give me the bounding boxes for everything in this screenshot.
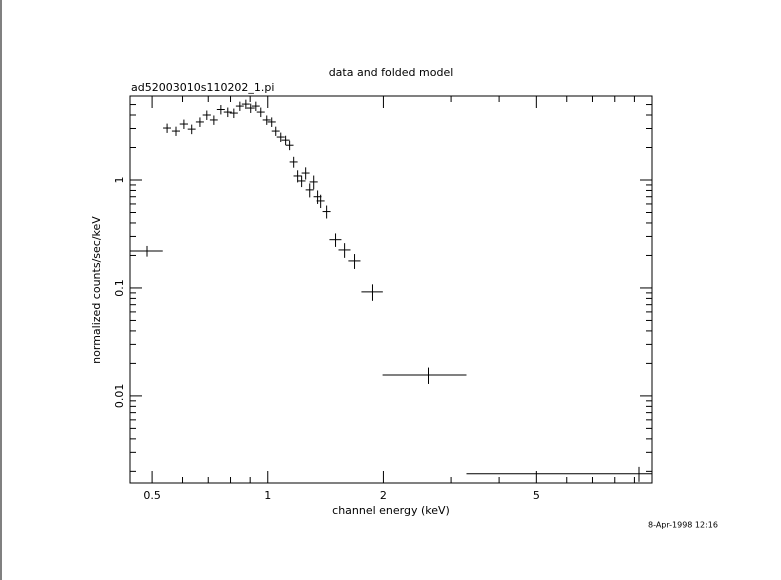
x-tick-label: 1 (264, 489, 271, 502)
y-tick-label: 0.1 (113, 279, 126, 297)
x-tick-label: 0.5 (143, 489, 161, 502)
timestamp: 8-Apr-1998 12:16 (648, 521, 718, 530)
plot-frame (129, 95, 653, 484)
x-tick-label: 2 (380, 489, 387, 502)
y-axis-label: normalized counts/sec/keV (90, 216, 103, 364)
chart-subtitle: ad52003010s110202_1.pi (131, 81, 274, 94)
x-axis-label: channel energy (keV) (332, 504, 450, 517)
x-tick-label: 5 (533, 489, 540, 502)
y-tick-label: 1 (113, 177, 126, 184)
chart-title: data and folded model (329, 66, 454, 79)
y-tick-label: 0.01 (113, 384, 126, 409)
